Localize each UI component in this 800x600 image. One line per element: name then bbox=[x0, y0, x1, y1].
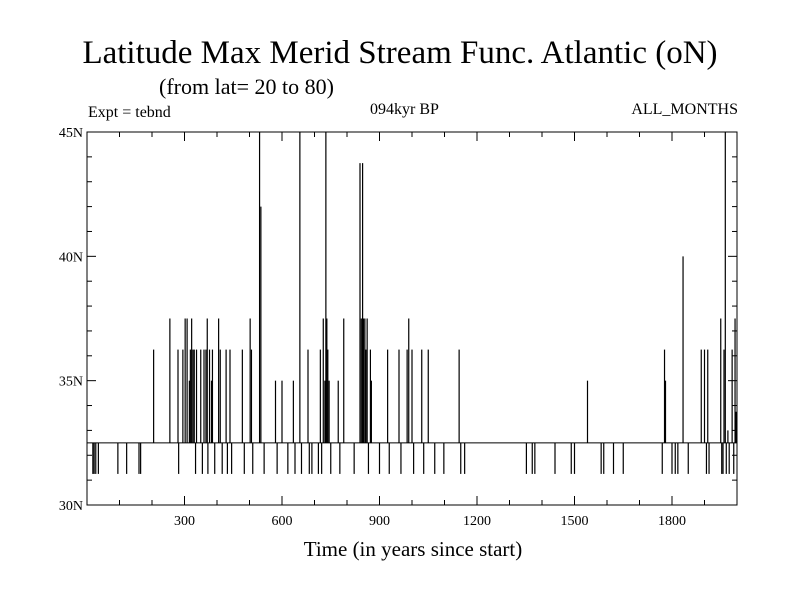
experiment-label: Expt = tebnd bbox=[88, 104, 171, 121]
months-label: ALL_MONTHS bbox=[631, 101, 738, 118]
x-tick-label: 1500 bbox=[561, 514, 589, 529]
y-tick-label: 40N bbox=[59, 250, 83, 265]
x-axis-label: Time (in years since start) bbox=[303, 537, 523, 561]
chart-title: Latitude Max Merid Stream Func. Atlantic… bbox=[82, 35, 718, 71]
x-tick-label: 1200 bbox=[463, 514, 491, 529]
plot-frame bbox=[86, 131, 738, 506]
y-tick-label: 30N bbox=[59, 499, 83, 514]
x-tick-label: 600 bbox=[272, 514, 293, 529]
y-tick-label: 45N bbox=[59, 126, 83, 141]
x-tick-label: 900 bbox=[369, 514, 390, 529]
x-tick-label: 1800 bbox=[658, 514, 686, 529]
x-tick-label: 300 bbox=[174, 514, 195, 529]
chart-subtitle: (from lat= 20 to 80) bbox=[159, 74, 334, 99]
y-tick-label: 35N bbox=[59, 375, 83, 390]
period-label: 094kyr BP bbox=[370, 101, 439, 118]
